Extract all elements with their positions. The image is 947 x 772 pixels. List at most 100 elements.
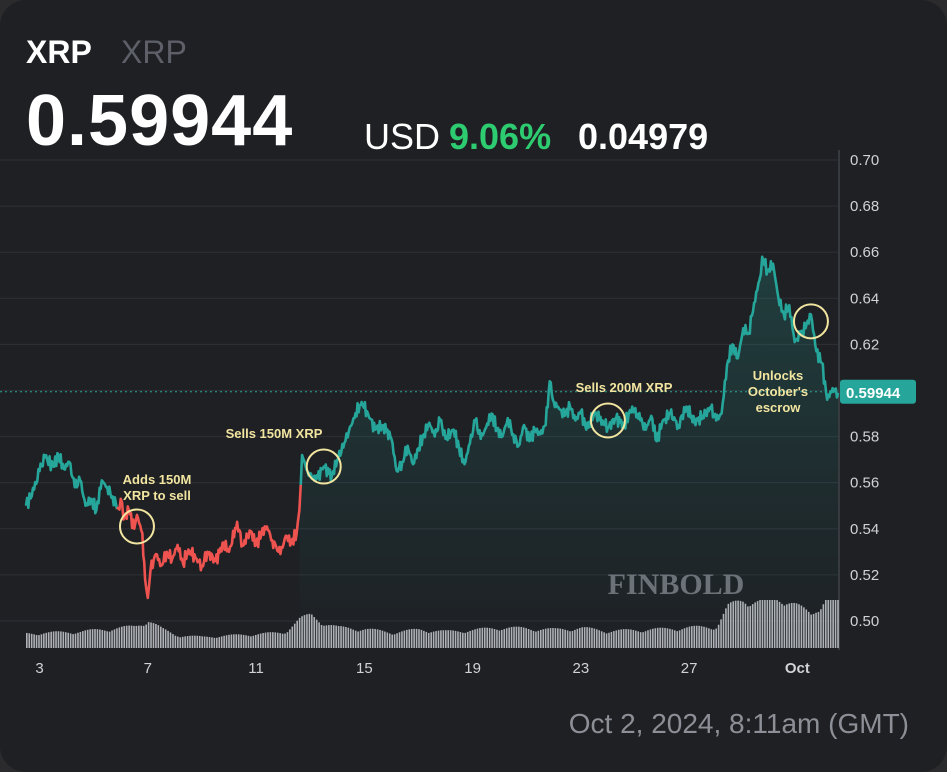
- annotation-label: Sells 150M XRP: [226, 426, 323, 441]
- price-chart[interactable]: 0.700.680.660.640.620.600.580.560.540.52…: [0, 0, 947, 700]
- volume-bar: [30, 633, 33, 648]
- volume-bar: [257, 634, 260, 648]
- x-tick-label: 15: [356, 660, 373, 677]
- volume-bar: [267, 632, 269, 648]
- volume-bar: [167, 630, 169, 648]
- volume-bar: [223, 635, 225, 648]
- volume-bar: [91, 629, 94, 648]
- volume-bar: [272, 632, 274, 648]
- volume-bar: [245, 635, 247, 648]
- volume-bar: [130, 625, 133, 648]
- volume-bar: [142, 625, 145, 648]
- volume-bar: [196, 635, 199, 648]
- y-tick-label: 0.62: [850, 336, 879, 353]
- volume-bar: [162, 628, 165, 648]
- annotation-circle: [305, 448, 342, 485]
- change-percent: 9.06%: [449, 116, 552, 157]
- volume-bar: [62, 631, 65, 648]
- volume-bar: [84, 630, 87, 648]
- volume-bar: [108, 631, 111, 648]
- volume-bar: [194, 635, 196, 648]
- volume-bar: [201, 636, 203, 648]
- volume-bar: [159, 626, 162, 648]
- volume-bar: [211, 637, 213, 648]
- volume-bar: [77, 632, 79, 648]
- volume-bar: [135, 625, 138, 648]
- volume-bar: [247, 635, 250, 648]
- annotation-circle: [118, 508, 155, 545]
- volume-bar: [186, 636, 189, 648]
- volume-bar: [189, 635, 191, 648]
- volume-bar: [35, 634, 38, 648]
- volume-bar: [281, 633, 284, 648]
- volume-bar: [242, 634, 245, 648]
- volume-bar: [184, 636, 186, 648]
- volume-bar: [264, 632, 267, 648]
- volume-bar: [89, 629, 91, 648]
- volume-bar: [52, 631, 55, 648]
- volume-bar: [220, 636, 223, 648]
- volume-bar: [67, 632, 70, 648]
- volume-bar: [72, 634, 74, 648]
- volume-bar: [289, 629, 291, 648]
- volume-bar: [138, 625, 140, 648]
- volume-bar: [230, 634, 233, 648]
- volume-bar: [274, 632, 277, 648]
- volume-bar: [33, 634, 35, 648]
- volume-bar: [50, 631, 52, 648]
- volume-bar: [208, 637, 211, 648]
- volume-bar: [293, 623, 296, 648]
- symbol-label: XRP: [26, 34, 92, 70]
- volume-bar: [94, 629, 96, 648]
- volume-bar: [262, 633, 264, 648]
- volume-bar: [172, 634, 174, 648]
- volume-bar: [150, 622, 152, 648]
- volume-bar: [64, 632, 67, 648]
- price-line-down: [116, 484, 303, 600]
- volume-bar: [181, 636, 184, 648]
- y-tick-label: 0.66: [850, 244, 879, 261]
- volume-bar: [152, 623, 155, 648]
- volume-bar: [218, 637, 221, 648]
- x-tick-label: 3: [35, 660, 43, 677]
- x-tick-label: Oct: [785, 660, 810, 677]
- volume-bar: [259, 633, 262, 648]
- volume-bar: [26, 632, 28, 648]
- volume-bar: [240, 634, 242, 648]
- volume-bar: [157, 625, 160, 648]
- volume-bar: [55, 631, 57, 648]
- y-tick-label: 0.56: [850, 475, 879, 492]
- volume-bar: [225, 635, 228, 648]
- volume-bar: [116, 628, 118, 648]
- y-tick-label: 0.54: [850, 521, 879, 538]
- volume-bar: [174, 635, 177, 648]
- volume-bar: [164, 629, 167, 648]
- volume-bar: [169, 632, 172, 648]
- y-tick-label: 0.70: [850, 152, 879, 169]
- volume-bar: [269, 632, 272, 648]
- volume-bar: [213, 637, 216, 648]
- volume-bar: [177, 636, 179, 648]
- change-absolute: 0.04979: [578, 116, 709, 157]
- volume-bar: [279, 633, 281, 648]
- annotation-circle: [589, 402, 626, 439]
- volume-bar: [79, 631, 82, 648]
- annotation-label: XRP to sell: [123, 488, 191, 503]
- volume-bar: [155, 623, 157, 648]
- volume-bar: [198, 635, 201, 648]
- volume-bar: [228, 634, 230, 648]
- y-tick-label: 0.68: [850, 198, 879, 215]
- volume-bar: [233, 634, 235, 648]
- volume-bar: [69, 633, 72, 648]
- volume-bar: [113, 629, 116, 648]
- price-line-up: [24, 451, 119, 515]
- symbol-secondary-label: XRP: [121, 34, 187, 70]
- currency-label: USD: [364, 116, 441, 157]
- volume-bar: [121, 626, 123, 648]
- volume-bar: [284, 633, 286, 648]
- volume-bar: [118, 627, 121, 648]
- price-line-up: [299, 255, 840, 485]
- volume-bar: [296, 620, 298, 648]
- annotation-label: Unlocks: [753, 368, 804, 383]
